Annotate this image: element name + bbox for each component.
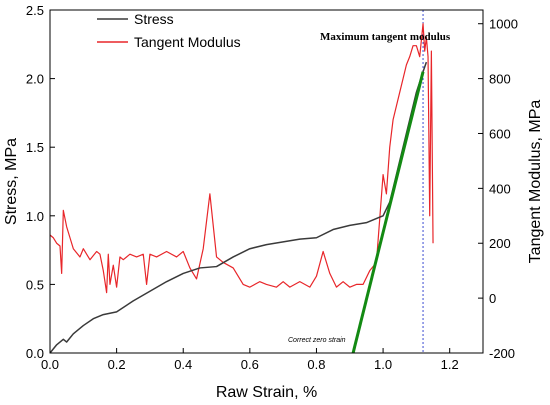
y-axis-right-label: Tangent Modulus, MPa	[527, 100, 544, 264]
legend: Stress Tangent Modulus	[97, 11, 241, 50]
series-layer	[49, 10, 434, 354]
y-right-tick-label: 1000	[489, 17, 518, 32]
series-line-tangent-modulus	[49, 23, 434, 294]
y-left-tick-label: 1.0	[26, 209, 44, 224]
x-tick-label: 0.6	[241, 357, 259, 372]
series-line-stress	[49, 61, 428, 354]
y-axis-left-label: Stress, MPa	[3, 138, 20, 225]
legend-stress-label: Stress	[134, 11, 174, 27]
y-left-tick-label: 2.0	[26, 72, 44, 87]
y-right-tick-label: 600	[489, 126, 511, 141]
correct-zero-strain-annotation: Correct zero strain	[288, 337, 346, 344]
y-right-tick-label: 400	[489, 181, 511, 196]
y-right-tick-label: 800	[489, 72, 511, 87]
legend-tangent-label: Tangent Modulus	[134, 34, 241, 50]
y-left-tick-label: 0.0	[26, 346, 44, 361]
y-left-tick-label: 1.5	[26, 140, 44, 155]
x-tick-label: 0.8	[307, 357, 325, 372]
x-tick-label: 0.2	[108, 357, 126, 372]
y-right-tick-label: -200	[489, 346, 515, 361]
y-left-tick-label: 2.5	[26, 3, 44, 18]
x-tick-label: 1.0	[374, 357, 392, 372]
x-tick-label: 0.4	[174, 357, 192, 372]
y-left-tick-label: 0.5	[26, 277, 44, 292]
plot-frame	[49, 9, 484, 354]
max-tangent-modulus-annotation: Maximum tangent modulus	[320, 31, 451, 43]
x-tick-label: 0.0	[41, 357, 59, 372]
ticks-layer: 0.0 0.2 0.4 0.6 0.8 1.0 1.2 0.0 0.5 1.0 1.5 2.0 2.5 -…	[26, 3, 518, 372]
x-axis-label: Raw Strain, %	[216, 384, 317, 401]
y-right-tick-label: 200	[489, 236, 511, 251]
y-right-tick-label: 0	[489, 291, 496, 306]
max-tangent-line	[351, 71, 425, 354]
x-tick-label: 1.2	[441, 357, 459, 372]
